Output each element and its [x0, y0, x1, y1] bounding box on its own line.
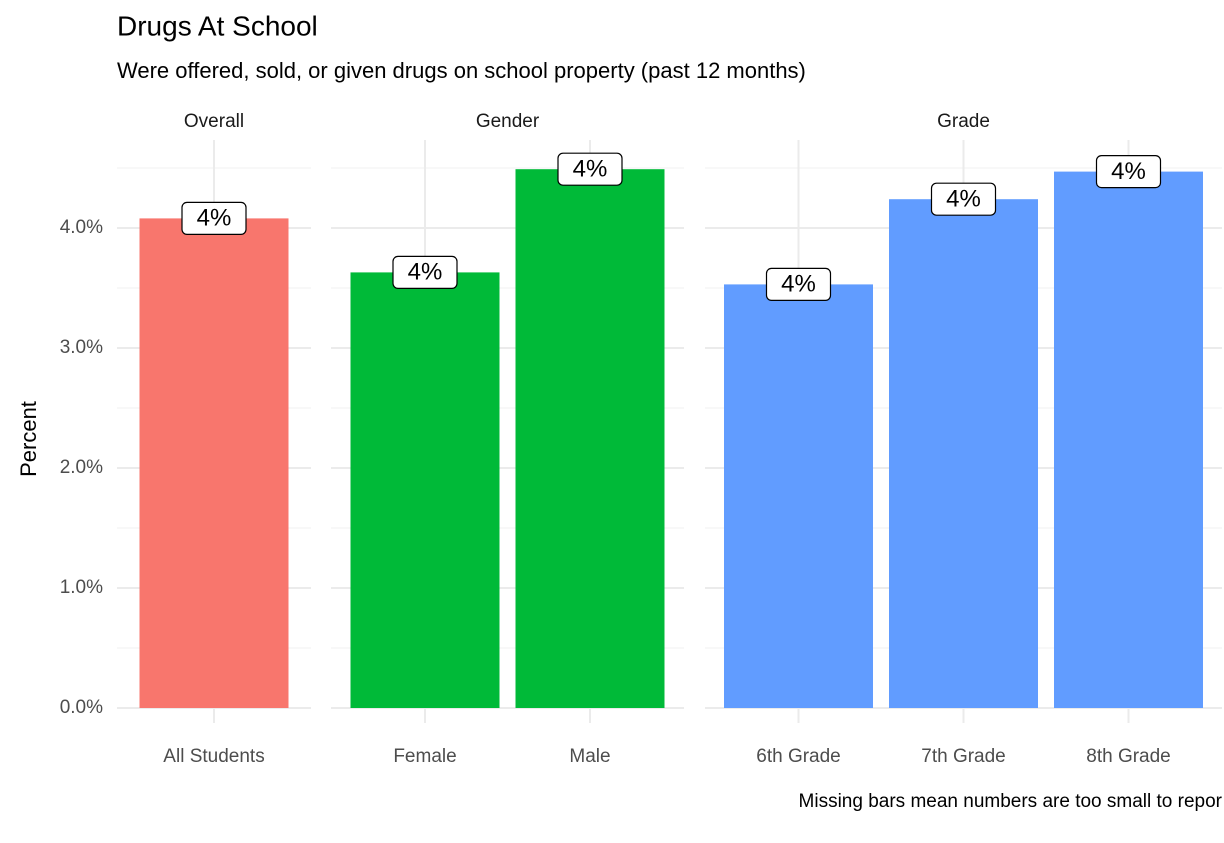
facet-strip-label: Overall	[184, 111, 244, 132]
data-label-box	[557, 152, 623, 186]
bar	[350, 272, 500, 708]
data-label: 4%	[392, 255, 458, 289]
data-label: 4%	[930, 182, 997, 216]
x-tick-label: Male	[569, 746, 610, 767]
data-label-box	[930, 182, 997, 216]
x-tick-label: All Students	[163, 746, 264, 767]
data-label-text: 4%	[946, 186, 981, 213]
x-tick-label: 7th Grade	[921, 746, 1006, 767]
data-label: 4%	[557, 152, 623, 186]
y-tick-label: 2.0%	[60, 457, 103, 478]
data-label-text: 4%	[197, 205, 232, 232]
facet-panels: Overall 4% All Students Gender 4% Female 4% Mal…	[117, 111, 1222, 767]
y-tick-label: 4.0%	[60, 217, 103, 238]
chart-subtitle: Were offered, sold, or given drugs on sc…	[117, 58, 806, 83]
chart-title: Drugs At School	[117, 10, 318, 41]
data-label-text: 4%	[1111, 158, 1146, 185]
bar	[139, 218, 289, 708]
facet-panel: Overall 4% All Students	[117, 111, 311, 767]
y-axis-title: Percent	[16, 401, 41, 477]
x-tick-label: 6th Grade	[756, 746, 841, 767]
bar	[1054, 171, 1203, 709]
data-label: 4%	[765, 267, 832, 301]
data-label-box	[181, 201, 247, 235]
y-tick-label: 1.0%	[60, 577, 103, 598]
data-label-text: 4%	[573, 156, 608, 183]
data-label-text: 4%	[781, 271, 816, 298]
y-tick-label: 3.0%	[60, 337, 103, 358]
data-label: 4%	[181, 201, 247, 235]
bar	[889, 199, 1038, 708]
data-label-text: 4%	[408, 259, 443, 286]
bar	[724, 284, 873, 708]
y-tick-label: 0.0%	[60, 697, 103, 718]
data-label-box	[392, 255, 458, 289]
facet-panel: Grade 4% 6th Grade 4% 7th Grade 4% 8th Grade	[705, 111, 1222, 767]
chart-caption: Missing bars mean numbers are too small …	[799, 791, 1223, 812]
data-label-box	[765, 267, 832, 301]
x-tick-label: 8th Grade	[1086, 746, 1171, 767]
facet-strip-label: Grade	[937, 111, 990, 132]
bar	[515, 169, 665, 708]
facet-strip-label: Gender	[476, 111, 540, 132]
facet-panel: Gender 4% Female 4% Male	[331, 111, 684, 767]
data-label: 4%	[1095, 155, 1162, 189]
y-axis-ticks: 0.0% 1.0% 2.0% 3.0% 4.0%	[60, 217, 103, 718]
x-tick-label: Female	[393, 746, 456, 767]
data-label-box	[1095, 155, 1162, 189]
